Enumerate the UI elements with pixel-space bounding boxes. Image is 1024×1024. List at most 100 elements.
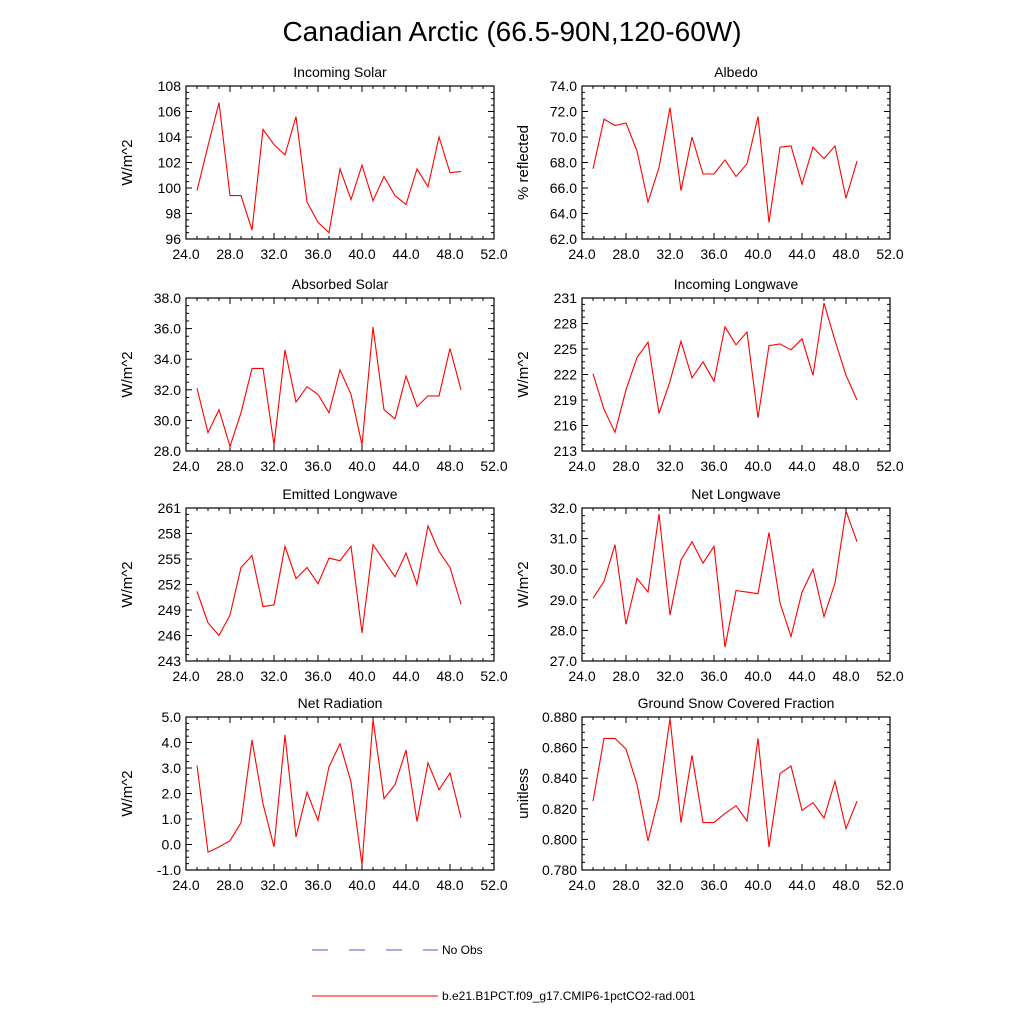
ground-snow-covered-fraction-y-tick-label: 0.800 [542,831,577,847]
albedo-x-tick-label: 24.0 [568,246,595,262]
incoming-longwave-y-tick-label: 219 [554,392,578,408]
albedo-y-tick-label: 66.0 [550,180,577,196]
net-radiation-y-tick-label: -1.0 [157,862,181,878]
incoming-longwave-y-tick-label: 228 [554,316,578,332]
incoming-longwave-x-tick-label: 24.0 [568,458,595,474]
incoming-solar-y-tick-label: 98 [165,206,181,222]
net-radiation-x-tick-label: 48.0 [436,877,463,893]
net-longwave-y-tick-label: 31.0 [550,531,577,547]
incoming-solar-plot-frame [185,85,495,240]
incoming-solar-x-tick-label: 52.0 [480,246,507,262]
emitted-longwave-panel-title: Emitted Longwave [282,486,397,502]
albedo-x-tick-label: 40.0 [744,246,771,262]
panel-albedo: Albedo % reflected 24.0 28.0 32.0 36.0 40.0 44.… [515,64,904,262]
incoming-longwave-panel-title: Incoming Longwave [674,276,799,292]
net-longwave-y-tick-label: 32.0 [550,500,577,516]
net-radiation-x-tick-label: 36.0 [304,877,331,893]
figure-title: Canadian Arctic (66.5-90N,120-60W) [282,16,741,47]
net-longwave-plot-frame [581,507,891,662]
absorbed-solar-series-line [196,327,462,449]
incoming-longwave-y-tick-label: 216 [554,418,578,434]
panel-incoming-solar: Incoming Solar W/m^2 24.0 28.0 32.0 36.0 40.0 4… [119,64,508,262]
ground-snow-covered-fraction-y-axis-label: unitless [515,768,532,819]
net-longwave-y-tick-label: 30.0 [550,561,577,577]
incoming-longwave-x-tick-label: 52.0 [876,458,903,474]
panel-emitted-longwave: Emitted Longwave W/m^2 24.0 28.0 32.0 36.0 40.… [119,486,508,684]
panel-net-radiation: Net Radiation W/m^2 24.0 28.0 32.0 36.0 40.0 44… [119,695,508,893]
incoming-solar-y-tick-label: 96 [165,231,181,247]
incoming-solar-y-tick-label: 104 [158,129,182,145]
ground-snow-covered-fraction-panel-title: Ground Snow Covered Fraction [638,695,835,711]
net-radiation-plot-frame [185,716,495,871]
albedo-y-tick-label: 72.0 [550,104,577,120]
incoming-solar-x-tick-label: 24.0 [172,246,199,262]
incoming-longwave-x-tick-label: 32.0 [656,458,683,474]
emitted-longwave-x-tick-label: 40.0 [348,668,375,684]
incoming-longwave-x-tick-label: 36.0 [700,458,727,474]
emitted-longwave-x-tick-label: 36.0 [304,668,331,684]
absorbed-solar-x-tick-label: 40.0 [348,458,375,474]
emitted-longwave-x-tick-label: 24.0 [172,668,199,684]
albedo-panel-title: Albedo [714,64,758,80]
albedo-x-tick-label: 28.0 [612,246,639,262]
net-longwave-x-tick-label: 44.0 [788,668,815,684]
legend-no-obs-label: No Obs [442,943,483,957]
incoming-longwave-x-tick-label: 48.0 [832,458,859,474]
ground-snow-covered-fraction-x-tick-label: 40.0 [744,877,771,893]
incoming-solar-x-tick-label: 44.0 [392,246,419,262]
legend-model-run-label: b.e21.B1PCT.f09_g17.CMIP6-1pctCO2-rad.00… [442,989,696,1003]
incoming-solar-x-tick-label: 40.0 [348,246,375,262]
incoming-longwave-y-axis-label: W/m^2 [515,351,532,397]
net-longwave-series-line [592,510,858,648]
net-longwave-y-tick-label: 28.0 [550,622,577,638]
absorbed-solar-y-tick-label: 36.0 [154,321,181,337]
absorbed-solar-y-tick-label: 32.0 [154,382,181,398]
albedo-x-tick-label: 44.0 [788,246,815,262]
net-radiation-y-tick-label: 4.0 [162,735,182,751]
albedo-y-axis-label: % reflected [515,125,532,200]
panel-ground-snow-covered-fraction: Ground Snow Covered Fraction unitless 24.0… [515,695,904,893]
incoming-solar-x-tick-label: 28.0 [216,246,243,262]
net-longwave-x-tick-label: 48.0 [832,668,859,684]
net-longwave-y-axis-label: W/m^2 [515,561,532,607]
emitted-longwave-x-tick-label: 28.0 [216,668,243,684]
absorbed-solar-y-tick-label: 38.0 [154,290,181,306]
panel-net-longwave: Net Longwave W/m^2 24.0 28.0 32.0 36.0 40.0 44.… [515,486,904,684]
incoming-solar-y-tick-label: 102 [158,155,182,171]
ground-snow-covered-fraction-x-tick-label: 36.0 [700,877,727,893]
albedo-y-tick-label: 64.0 [550,206,577,222]
albedo-y-tick-label: 68.0 [550,155,577,171]
emitted-longwave-y-tick-label: 252 [158,577,182,593]
emitted-longwave-y-tick-label: 255 [158,551,182,567]
net-longwave-x-tick-label: 40.0 [744,668,771,684]
absorbed-solar-x-tick-label: 28.0 [216,458,243,474]
ground-snow-covered-fraction-x-tick-label: 44.0 [788,877,815,893]
ground-snow-covered-fraction-plot-frame [581,716,891,871]
incoming-longwave-y-tick-label: 213 [554,443,578,459]
albedo-y-tick-label: 62.0 [550,231,577,247]
panel-incoming-longwave: Incoming Longwave W/m^2 24.0 28.0 32.0 36.0 40… [515,276,904,474]
emitted-longwave-y-tick-label: 246 [158,628,182,644]
emitted-longwave-y-axis-label: W/m^2 [119,561,136,607]
net-longwave-y-tick-label: 27.0 [550,653,577,669]
net-radiation-y-tick-label: 2.0 [162,786,182,802]
absorbed-solar-panel-title: Absorbed Solar [292,276,389,292]
net-radiation-y-tick-label: 1.0 [162,811,182,827]
albedo-y-tick-label: 70.0 [550,129,577,145]
incoming-longwave-series-line [592,302,858,434]
absorbed-solar-y-axis-label: W/m^2 [119,351,136,397]
albedo-series-line [592,107,858,223]
absorbed-solar-x-tick-label: 52.0 [480,458,507,474]
albedo-x-tick-label: 52.0 [876,246,903,262]
ground-snow-covered-fraction-y-tick-label: 0.860 [542,740,577,756]
albedo-x-tick-label: 48.0 [832,246,859,262]
incoming-solar-y-tick-label: 108 [158,78,182,94]
incoming-solar-y-tick-label: 106 [158,104,182,120]
albedo-x-tick-label: 36.0 [700,246,727,262]
absorbed-solar-x-tick-label: 32.0 [260,458,287,474]
emitted-longwave-x-tick-label: 44.0 [392,668,419,684]
albedo-plot-frame [581,85,891,240]
incoming-longwave-x-tick-label: 44.0 [788,458,815,474]
